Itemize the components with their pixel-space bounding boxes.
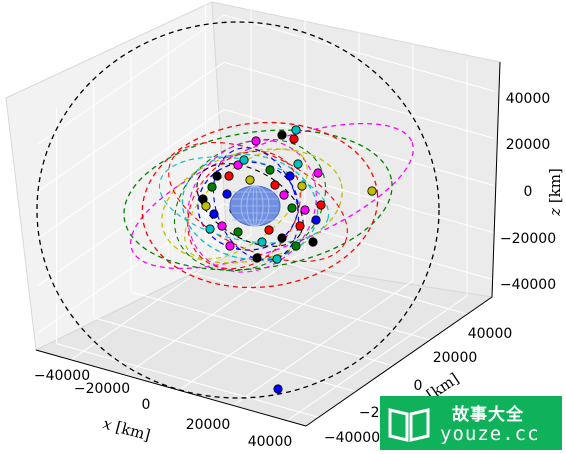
satellite-marker [285, 171, 295, 181]
tick-labels: −40000−2000002000040000−40000−2000002000… [34, 91, 556, 450]
satellite-marker [270, 180, 280, 190]
satellite-marker [225, 241, 235, 251]
z-tick-label: −20000 [500, 231, 556, 247]
x-tick-label: −40000 [34, 368, 90, 384]
x-tick-label: −20000 [74, 381, 130, 397]
y-axis-line [305, 296, 493, 427]
satellite-marker [264, 225, 274, 235]
satellite-marker [257, 237, 267, 247]
earth-meridian [240, 185, 270, 227]
grid-line [205, 239, 476, 317]
grid-line [223, 61, 495, 139]
watermark-title: 故事大全 [452, 405, 524, 425]
satellite-marker [293, 159, 303, 169]
z-tick-label: 20000 [506, 137, 551, 153]
orbit-path [141, 121, 379, 289]
satellite-marker [289, 134, 299, 144]
satellite-marker [233, 227, 243, 237]
y-tick-label: 20000 [433, 350, 478, 366]
satellite-marker [316, 200, 326, 210]
satellite-marker [297, 181, 307, 191]
satellite-marker [217, 221, 227, 231]
x-axis-label: x [km] [101, 414, 152, 444]
x-tick-label: 0 [142, 397, 151, 413]
z-tick-label: 40000 [506, 91, 551, 107]
orbit-group [36, 21, 440, 399]
watermark-url: youze.cc [440, 423, 540, 445]
orbit-path [184, 148, 308, 260]
y-tick-label: −40000 [324, 430, 380, 446]
satellite-marker [245, 175, 255, 185]
grid-line [223, 109, 495, 186]
satellite-marker [300, 205, 310, 215]
satellite-marker [224, 171, 234, 181]
orbit-path [158, 156, 330, 244]
orbit-path [36, 21, 440, 399]
x-tick-label: 40000 [248, 434, 293, 450]
grid-line [226, 280, 414, 411]
z-axis-label: z [km] [546, 168, 564, 217]
satellite-marker [209, 209, 219, 219]
satellite-marker [313, 168, 323, 178]
grid-line [130, 291, 402, 369]
book-icon [388, 408, 430, 442]
satellite-marker [291, 125, 301, 135]
orbit-path [161, 148, 343, 264]
orbit-path [187, 150, 301, 270]
satellite-marker [207, 182, 217, 192]
satellite-marker [251, 136, 261, 146]
orbit-path [196, 163, 304, 247]
satellite-marker [233, 160, 243, 170]
satellite-marker [273, 384, 283, 394]
z-tick-label: 0 [524, 184, 533, 200]
satellite-marker [212, 171, 222, 181]
satellite-marker [279, 190, 289, 200]
earth-sphere [229, 185, 281, 227]
grid-line [37, 14, 225, 145]
x-axis-line [35, 349, 307, 427]
satellite-marker [272, 254, 282, 264]
satellite-marker [367, 186, 377, 196]
satellite-marker [277, 233, 287, 243]
satellite-marker [287, 203, 297, 213]
x-tick-label: 20000 [186, 417, 231, 433]
satellite-marker [222, 189, 232, 199]
z-axis-line [491, 61, 501, 298]
satellite-marker [295, 221, 305, 231]
satellite-marker [201, 201, 211, 211]
satellite-marker [311, 215, 321, 225]
orbit-path [212, 147, 300, 261]
satellite-marker [277, 130, 287, 140]
grid-line [37, 61, 225, 192]
satellite-marker [252, 253, 262, 263]
satellite-marker [265, 165, 275, 175]
z-tick-label: −40000 [500, 277, 556, 293]
satellite-marker [291, 241, 301, 251]
y-tick-label: 0 [414, 378, 423, 394]
orbit-path [168, 141, 348, 263]
orbit-path [130, 122, 414, 270]
grid-line [223, 14, 495, 92]
satellite-group [198, 125, 377, 394]
satellite-marker [239, 155, 249, 165]
satellite-marker [308, 237, 318, 247]
satellite-marker [205, 224, 215, 234]
y-tick-label: 40000 [468, 326, 513, 342]
grid-line [280, 295, 468, 426]
grid-line [37, 109, 225, 239]
